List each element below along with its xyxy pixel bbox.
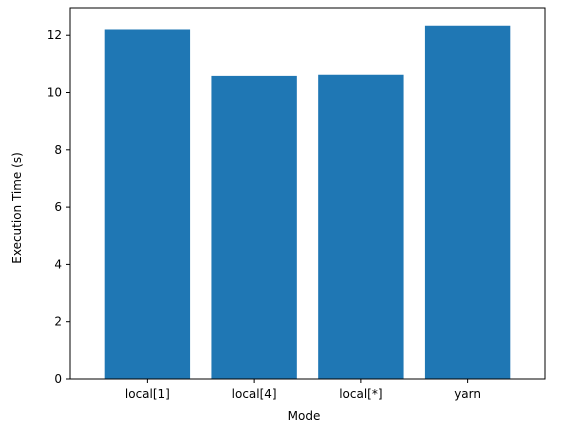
- x-tick-label: yarn: [454, 387, 481, 401]
- y-axis-label: Execution Time (s): [10, 152, 24, 264]
- axes-frame: [69, 7, 546, 380]
- bar-0: [104, 29, 191, 380]
- x-tick-layer: local[1] local[4] local[*] yarn: [125, 379, 481, 401]
- x-tick-label: local[4]: [232, 387, 277, 401]
- bar-3: [424, 25, 511, 380]
- bar-2: [318, 74, 404, 380]
- y-tick-label: 12: [47, 28, 62, 42]
- y-tick-label: 8: [54, 143, 62, 157]
- y-tick-label: 4: [54, 257, 62, 271]
- x-tick-label: local[*]: [339, 387, 382, 401]
- y-tick-label: 6: [54, 200, 62, 214]
- x-axis-label: Mode: [288, 409, 321, 423]
- x-tick-label: local[1]: [125, 387, 170, 401]
- y-tick-label: 10: [47, 86, 62, 100]
- bars-layer: [104, 25, 511, 380]
- y-tick-layer: 0 2 4 6 8 10 12: [47, 28, 70, 386]
- y-tick-label: 0: [54, 372, 62, 386]
- axes-layer: [69, 7, 546, 380]
- bar-1: [211, 75, 297, 379]
- y-tick-label: 2: [54, 315, 62, 329]
